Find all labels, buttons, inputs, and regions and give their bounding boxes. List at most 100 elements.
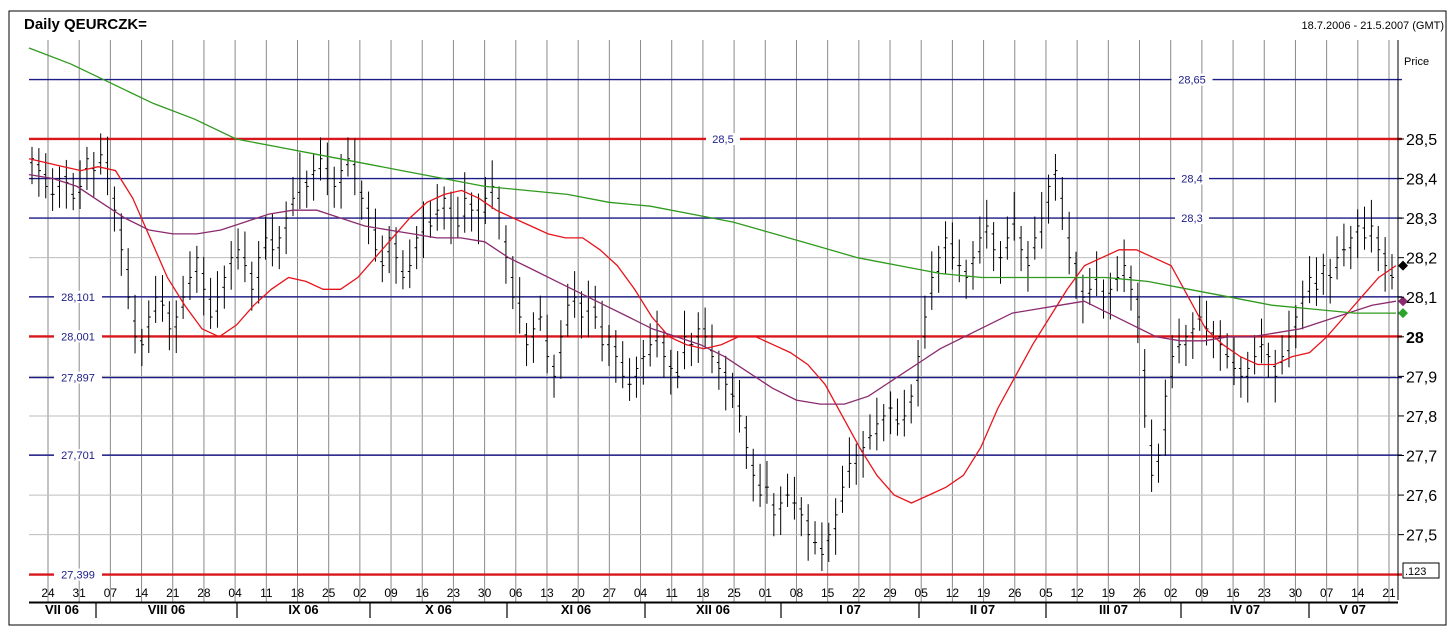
level-label-bg <box>54 568 102 581</box>
month-label: X 06 <box>425 602 452 617</box>
x-tick-label: 28 <box>197 586 211 600</box>
month-label: XI 06 <box>561 602 591 617</box>
chart-frame <box>8 10 1447 626</box>
x-tick-label: 19 <box>977 586 991 600</box>
y-tick-label: 28,5 <box>1406 132 1437 149</box>
level-label: 27,399 <box>61 570 95 582</box>
y-tick-label: 27,6 <box>1406 488 1437 505</box>
y-tick-label: 27,9 <box>1406 369 1437 386</box>
x-tick-label: 16 <box>416 586 430 600</box>
level-label-bg <box>1175 212 1209 225</box>
x-tick-label: 07 <box>1320 586 1334 600</box>
month-label: IX 06 <box>288 602 318 617</box>
x-tick-label: 21 <box>166 586 180 600</box>
y-tick-label: 27,5 <box>1406 528 1437 545</box>
month-label: I 07 <box>839 602 861 617</box>
x-tick-label: 11 <box>665 586 678 600</box>
x-tick-label: 23 <box>447 586 461 600</box>
x-tick-label: 07 <box>104 586 118 600</box>
moving-average-green-line <box>28 47 1396 314</box>
x-tick-label: 30 <box>1289 586 1303 600</box>
x-tick-label: 04 <box>228 586 242 600</box>
x-tick-label: 20 <box>571 586 585 600</box>
month-label: XII 06 <box>696 602 730 617</box>
x-tick-label: 25 <box>322 586 336 600</box>
y-tick-label: 27,7 <box>1406 449 1437 466</box>
grid-layer <box>29 40 1396 602</box>
corner-label[interactable]: .123 <box>1405 566 1426 578</box>
x-tick-label: 05 <box>1039 586 1053 600</box>
price-axis-label: Price <box>1404 56 1429 68</box>
chart-title: Daily QEURCZK= <box>24 16 147 33</box>
level-label-bg <box>54 371 102 384</box>
x-tick-label: 14 <box>135 586 149 600</box>
y-tick-label: 28,1 <box>1406 290 1437 307</box>
x-tick-label: 31 <box>73 586 87 600</box>
x-tick-label: 18 <box>696 586 710 600</box>
x-tick-label: 12 <box>946 586 960 600</box>
y-tick-label: 27,8 <box>1406 409 1437 426</box>
level-label: 28,65 <box>1178 75 1206 87</box>
level-label-bg <box>1175 172 1209 185</box>
moving-average-purple-line <box>28 173 1397 405</box>
chart-date-range: 18.7.2006 - 21.5.2007 (GMT) <box>1302 20 1444 32</box>
green-ma-marker <box>1398 308 1408 319</box>
corner-box[interactable] <box>1402 562 1440 579</box>
month-label: V 07 <box>1339 602 1366 617</box>
x-tick-label: 27 <box>603 586 617 600</box>
x-tick-label: 01 <box>759 586 773 600</box>
y-tick-label: 28 <box>1406 330 1424 347</box>
level-label: 28,001 <box>61 331 95 343</box>
level-label: 28,101 <box>61 292 95 304</box>
x-tick-label: 22 <box>852 586 866 600</box>
x-tick-label: 09 <box>384 586 398 600</box>
x-tick-label: 14 <box>1351 586 1365 600</box>
month-label: VIII 06 <box>148 602 186 617</box>
x-tick-label: 29 <box>883 586 897 600</box>
moving-averages-layer <box>28 47 1397 504</box>
month-label: III 07 <box>1099 602 1128 617</box>
x-tick-label: 13 <box>540 586 554 600</box>
x-tick-label: 19 <box>1102 586 1116 600</box>
x-tick-label: 26 <box>1008 586 1022 600</box>
level-label: 27,897 <box>61 373 95 385</box>
x-tick-label: 11 <box>260 586 273 600</box>
x-tick-label: 12 <box>1070 586 1084 600</box>
level-label-bg <box>54 330 102 343</box>
x-tick-label: 30 <box>478 586 492 600</box>
moving-average-red-line <box>28 158 1397 504</box>
x-tick-label: 16 <box>1226 586 1240 600</box>
level-label-bg <box>706 132 740 145</box>
x-tick-label: 02 <box>353 586 367 600</box>
y-tick-label: 28,3 <box>1406 211 1437 228</box>
x-tick-label: 09 <box>1195 586 1209 600</box>
x-tick-label: 04 <box>634 586 648 600</box>
x-tick-label: 18 <box>291 586 305 600</box>
x-tick-label: 15 <box>821 586 835 600</box>
month-label: II 07 <box>970 602 995 617</box>
level-label-bg <box>54 449 102 462</box>
level-label: 28,4 <box>1181 174 1202 186</box>
last-price-marker <box>1398 260 1408 271</box>
axis-layer: 28,5 28,4 28,3 28,2 28,1 28 27,9 27,8 27,7 27,6 27… <box>29 40 1437 618</box>
purple-ma-marker <box>1398 296 1408 307</box>
x-tick-label: 24 <box>41 586 55 600</box>
level-label-bg <box>54 290 102 303</box>
x-tick-label: 02 <box>1164 586 1178 600</box>
x-tick-label: 06 <box>509 586 523 600</box>
levels-layer: 28,65 28,5 28,4 28,3 28,101 28,001 27,897 27,70… <box>29 73 1402 582</box>
month-label: VII 06 <box>45 602 79 617</box>
y-tick-label: 28,4 <box>1406 172 1437 189</box>
x-tick-label: 05 <box>915 586 929 600</box>
x-tick-label: 21 <box>1382 586 1396 600</box>
y-tick-label: 28,2 <box>1406 251 1437 268</box>
x-tick-label: 26 <box>1133 586 1147 600</box>
x-tick-label: 08 <box>790 586 804 600</box>
level-label: 27,701 <box>61 450 95 462</box>
level-label: 28,3 <box>1181 213 1202 225</box>
month-label: IV 07 <box>1230 602 1260 617</box>
x-tick-label: 23 <box>1258 586 1272 600</box>
ohlc-bars-layer <box>30 133 1394 572</box>
